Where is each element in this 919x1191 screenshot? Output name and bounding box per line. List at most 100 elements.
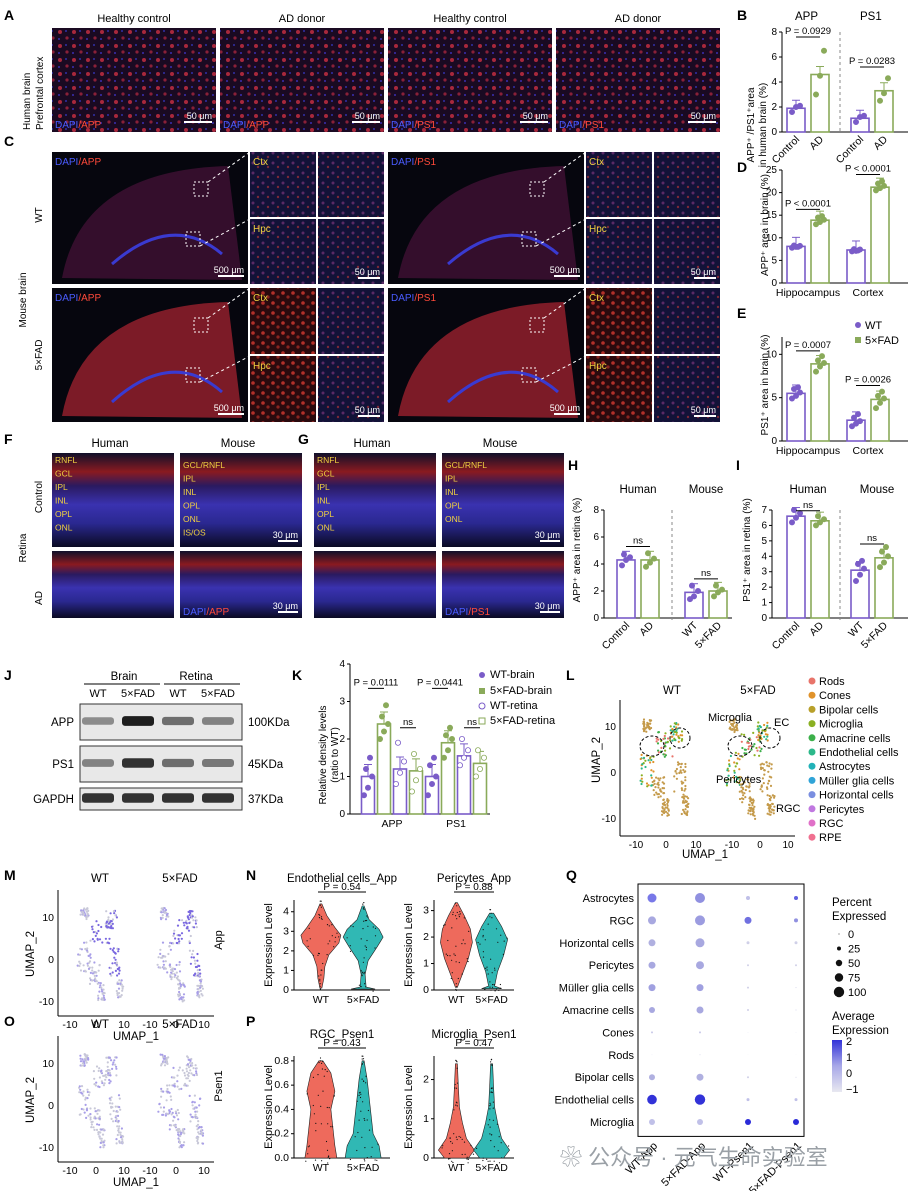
stain-label: DAPI/APP [55,157,101,168]
umap-point [655,791,658,794]
umap-title: 5×FAD [162,1019,197,1031]
violin-point [454,902,456,904]
bar [870,186,890,284]
panel-letter: F [4,431,13,447]
umap-point [80,1085,84,1088]
umap-point [657,793,661,796]
violin-point [491,972,493,974]
umap-point [768,762,771,765]
scale-label: 50 μm [355,267,380,277]
umap-point [200,1129,203,1132]
violin [304,1060,338,1159]
umap-title: 5×FAD [162,873,197,885]
umap-point [737,752,740,755]
umap-point [98,1135,101,1138]
data-point [446,724,453,731]
data-point [789,109,796,116]
data-point [857,418,864,425]
umap-point [100,986,103,989]
legend-marker [808,805,816,813]
umap-point [653,779,656,782]
y-tick-label: 1 [761,598,767,609]
umap-point [640,774,643,777]
umap-point [659,777,662,780]
violin-point [482,936,484,938]
umap-point [114,1105,117,1108]
umap-point [739,778,742,782]
x-tick-label: Hippocampus [776,445,840,457]
data-point [879,548,886,555]
umap-point [114,952,117,955]
umap-point [175,963,178,967]
violin-point [456,1138,458,1141]
violin-point [442,1145,444,1147]
umap-point [177,1127,180,1131]
umap-point [159,966,162,969]
data-point [651,555,658,562]
umap-point [114,958,117,961]
legend-label: Amacrine cells [819,733,891,745]
umap-point [663,734,666,738]
umap-point [642,720,645,724]
data-point [408,788,415,795]
layer-label: IPL [317,482,330,492]
violin-point [376,1159,378,1161]
data-point [877,564,884,571]
umap-point [84,970,87,973]
umap-point [103,1082,106,1085]
umap-point [198,979,201,982]
data-point [428,781,435,788]
y-tick-label: 2 [423,931,429,943]
umap-point [115,916,118,919]
y-tick-label: 0 [48,954,54,966]
legend-label: 5×FAD [865,335,899,347]
dot [647,1094,657,1105]
cluster-outline [639,735,665,757]
y-tick-label: 4 [283,906,289,918]
y-tick-label: 0.0 [274,1152,289,1164]
panel-letter: P [246,1013,255,1029]
umap-point [105,921,108,924]
umap-point [191,1116,194,1119]
umap-point [116,1114,120,1117]
axis-label: APP⁺ area in retina (%) [572,498,583,603]
violin-point [455,1136,457,1138]
column-header: AD donor [279,13,326,25]
umap-point [96,982,99,985]
umap-point [189,1120,192,1123]
umap-point [662,753,665,756]
dot [695,893,705,903]
violin-point [467,1158,469,1160]
umap-point [89,939,92,942]
umap-point [761,790,764,793]
umap-point [169,941,172,945]
violin-point [357,1131,359,1134]
umap-point [174,937,177,940]
legend-label: Pericytes [819,804,865,816]
side-label: Retina [18,533,29,562]
umap-point [99,1141,102,1144]
y-tick-label: 4 [761,551,767,562]
stain-label: DAPI/APP [183,607,229,618]
blot-band [202,793,234,803]
umap-point [172,1119,175,1122]
umap-point [178,942,181,945]
layer-label: ONL [317,523,335,533]
umap-point [101,990,104,993]
umap-point [684,765,687,769]
violin-point [320,917,323,919]
umap-point [650,774,653,777]
umap-point [173,929,176,932]
violin-point [443,924,445,927]
violin-point [367,925,369,927]
data-point [687,596,694,603]
umap-point [734,765,737,768]
violin-point [467,1162,469,1164]
umap-point [733,780,736,783]
umap-point [90,1126,93,1129]
umap-point [763,773,766,776]
zoom-inset [654,152,720,217]
x-tick-label: Cortex [853,287,885,299]
umap-point [113,956,116,959]
